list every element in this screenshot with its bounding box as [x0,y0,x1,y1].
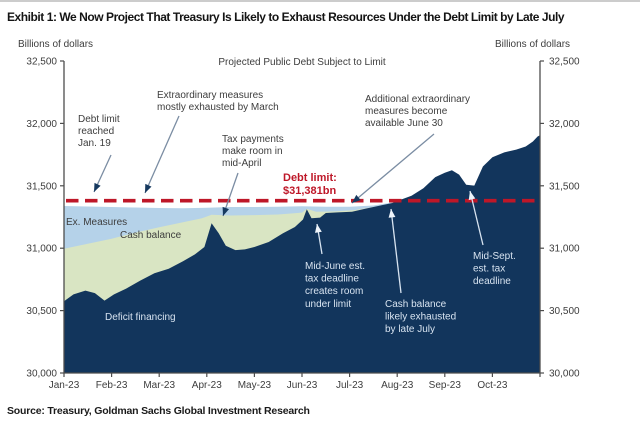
x-axis-label: Mar-23 [143,380,175,391]
annotation-debt-limit-label: Debt limit: $31,381bn [283,172,337,197]
annotation-label-deficit-financing: Deficit financing [105,312,176,323]
annotation-arrowhead-mid-june-deadline [315,224,322,233]
annotation-mid-june-deadline: Mid-June est. tax deadline creates room und… [305,261,365,310]
exhibit-title: Exhibit 1: We Now Project That Treasury … [7,10,565,24]
annotation-arrowhead-additional-measures [352,194,361,203]
annotation-extraordinary-exhausted: Extraordinary measures mostly exhausted b… [157,90,279,113]
y-axis-label-left: 32,500 [26,57,57,68]
y-axis-label-left: 31,000 [26,244,57,255]
annotation-arrow-mid-sept-deadline [469,190,484,246]
area-deficit-financing [64,135,540,373]
x-axis-label: Oct-23 [477,380,507,391]
y-axis-label-right: 31,500 [549,181,580,192]
annotation-arrowhead-extraordinary-exhausted [145,183,152,193]
x-axis-label: May-23 [238,380,272,391]
annotation-arrow-extraordinary-exhausted [144,115,180,194]
y-axis-label-right: 31,000 [549,244,580,255]
annotation-cash-exhausted: Cash balance likely exhausted by late July [385,299,456,335]
x-axis-label: Jun-23 [287,380,318,391]
annotation-arrowhead-cash-exhausted [388,209,396,218]
annotation-arrow-cash-exhausted [390,208,402,294]
y-axis-label-right: 32,000 [549,119,580,130]
y-axis-label-right: 30,000 [549,369,580,380]
y-axis-label-left: 30,500 [26,306,57,317]
annotation-debt-limit-reached: Debt limit reached Jan. 19 [78,114,120,149]
x-axis-label: Jan-23 [49,380,80,391]
y-axis-label-left: 31,500 [26,181,57,192]
annotation-arrowhead-mid-sept-deadline [468,191,476,201]
y-axis-label-left: 30,000 [26,369,57,380]
y-axis-label-right: 32,500 [549,57,580,68]
y-axis-unit-left: Billions of dollars [18,39,94,50]
source-note: Source: Treasury, Goldman Sachs Global I… [7,405,310,417]
y-axis-label-right: 30,500 [549,306,580,317]
x-axis-label: Feb-23 [96,380,128,391]
x-axis-label: Jul-23 [336,380,364,391]
y-axis-unit-right: Billions of dollars [495,39,571,50]
annotation-additional-measures: Additional extraordinary measures become a… [365,94,470,129]
annotation-tax-payments: Tax payments make room in mid-April [222,134,284,169]
annotation-arrow-additional-measures [351,133,435,204]
chart-title: Projected Public Debt Subject to Limit [218,57,386,68]
x-axis-label: Aug-23 [381,380,414,391]
annotation-mid-sept-deadline: Mid-Sept. est. tax deadline [473,251,516,287]
annotation-label-cash-balance: Cash balance [120,230,182,241]
annotation-arrowhead-tax-payments [222,206,229,216]
annotation-label-ex-measures: Ex. Measures [66,217,127,228]
x-axis-label: Apr-23 [192,380,222,391]
annotation-arrowhead-debt-limit-reached [94,182,101,192]
x-axis-label: Sep-23 [429,380,462,391]
y-axis-label-left: 32,000 [26,119,57,130]
